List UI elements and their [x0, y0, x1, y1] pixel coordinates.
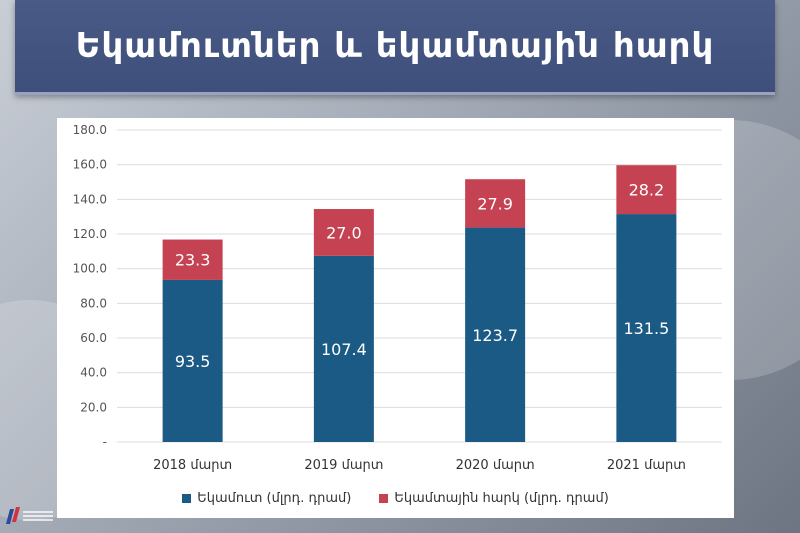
bar-tax	[313, 209, 374, 256]
y-tick-label: 20.0	[80, 400, 107, 414]
bar-income	[162, 279, 223, 442]
y-tick-label: 80.0	[80, 296, 107, 310]
legend-item-income: Եկամուտ (մլրդ. դրամ)	[182, 491, 351, 506]
legend-item-tax: Եկամտային հարկ (մլրդ. դրամ)	[379, 490, 609, 506]
y-tick-label: 40.0	[80, 366, 107, 380]
x-tick-label: 2021 մարտ	[607, 458, 686, 473]
logo-mark-icon	[8, 507, 20, 525]
bar-income	[465, 227, 526, 442]
data-label-tax: 28.2	[629, 181, 665, 200]
data-label-income: 123.7	[472, 326, 518, 345]
legend-label-tax: Եկամտային հարկ (մլրդ. դրամ)	[394, 490, 609, 506]
x-tick-label: 2018 մարտ	[153, 458, 232, 473]
y-tick-label: 180.0	[73, 123, 107, 137]
legend-label-income: Եկամուտ (մլրդ. դրամ)	[197, 490, 352, 506]
organization-logo	[8, 505, 60, 527]
y-tick-label: -	[103, 435, 107, 449]
y-tick-label: 100.0	[73, 262, 107, 276]
bar-income	[313, 255, 374, 442]
y-tick-label: 120.0	[73, 227, 107, 241]
stacked-bar-chart: - 20.0 40.0 60.0 80.0 100.0 120.0 140.0 160.0 180…	[73, 123, 722, 473]
data-label-tax: 27.9	[477, 194, 513, 213]
bar-income	[616, 214, 677, 442]
data-label-income: 107.4	[321, 340, 367, 359]
x-tick-label: 2019 մարտ	[304, 458, 383, 473]
chart-legend: Եկամուտ (մլրդ. դրամ) Եկամտային հարկ (մլր…	[57, 486, 734, 510]
chart-panel: - 20.0 40.0 60.0 80.0 100.0 120.0 140.0 160.0 180…	[57, 118, 734, 518]
data-label-income: 93.5	[175, 352, 211, 371]
bar-tax	[162, 239, 223, 280]
legend-swatch-tax	[379, 493, 389, 503]
legend-swatch-income	[182, 493, 192, 503]
data-label-income: 131.5	[623, 319, 669, 338]
logo-text-lines	[23, 511, 53, 521]
page-title: Եկամուտներ և եկամտային հարկ	[75, 26, 715, 66]
title-bar: Եկամուտներ և եկամտային հարկ	[15, 0, 775, 95]
y-tick-label: 140.0	[73, 192, 107, 206]
y-tick-label: 60.0	[80, 331, 107, 345]
data-label-tax: 23.3	[175, 251, 211, 270]
bar-tax	[616, 165, 677, 215]
y-tick-label: 160.0	[73, 158, 107, 172]
bar-tax	[465, 179, 526, 228]
data-label-tax: 27.0	[326, 223, 362, 242]
x-tick-label: 2020 մարտ	[456, 458, 535, 473]
